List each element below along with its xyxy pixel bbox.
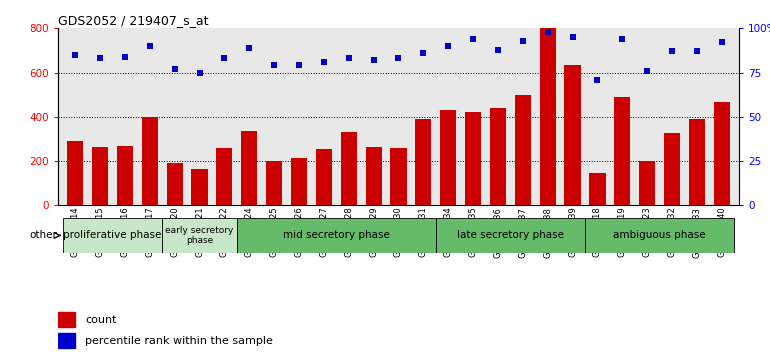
Point [169, 66, 181, 72]
Bar [514, 95, 531, 205]
Bar [714, 102, 730, 205]
Text: other: other [29, 230, 57, 240]
Bar [58, 333, 75, 348]
Point [666, 48, 678, 54]
Point [715, 40, 728, 45]
Text: ambiguous phase: ambiguous phase [613, 230, 706, 240]
Point [417, 50, 430, 56]
Bar [316, 149, 332, 205]
Bar [92, 147, 108, 205]
Bar [585, 218, 735, 253]
Bar [664, 133, 680, 205]
Bar [415, 119, 431, 205]
Text: percentile rank within the sample: percentile rank within the sample [85, 336, 273, 346]
Point [367, 57, 380, 63]
Point [517, 38, 529, 44]
Point [616, 36, 628, 42]
Bar [490, 108, 506, 205]
Text: count: count [85, 315, 116, 325]
Point [492, 47, 504, 52]
Point [193, 70, 206, 75]
Bar [162, 218, 237, 253]
Bar [639, 161, 655, 205]
Bar [117, 145, 133, 205]
Bar [465, 113, 481, 205]
Bar [689, 119, 705, 205]
Point [343, 56, 355, 61]
Bar [241, 131, 257, 205]
Text: early secretory
phase: early secretory phase [166, 226, 234, 245]
Bar [390, 148, 407, 205]
Point [218, 56, 230, 61]
Bar [58, 312, 75, 327]
Point [641, 68, 653, 74]
Bar [366, 147, 382, 205]
Point [94, 56, 106, 61]
Bar [436, 218, 585, 253]
Bar [266, 161, 283, 205]
Bar [67, 141, 83, 205]
Text: late secretory phase: late secretory phase [457, 230, 564, 240]
Point [541, 29, 554, 35]
Bar [614, 97, 631, 205]
Bar [216, 148, 233, 205]
Text: GDS2052 / 219407_s_at: GDS2052 / 219407_s_at [58, 14, 208, 27]
Point [293, 63, 305, 68]
Point [318, 59, 330, 65]
Point [243, 45, 256, 51]
Text: mid secretory phase: mid secretory phase [283, 230, 390, 240]
Point [567, 34, 579, 40]
Point [144, 43, 156, 49]
Point [691, 48, 703, 54]
Point [393, 56, 405, 61]
Bar [237, 218, 436, 253]
Bar [540, 28, 556, 205]
Point [467, 36, 479, 42]
Point [442, 43, 454, 49]
Bar [440, 110, 457, 205]
Bar [291, 158, 307, 205]
Point [119, 54, 131, 59]
Bar [166, 163, 182, 205]
Bar [192, 169, 208, 205]
Bar [62, 218, 162, 253]
Text: proliferative phase: proliferative phase [63, 230, 162, 240]
Bar [564, 65, 581, 205]
Point [69, 52, 82, 58]
Bar [589, 173, 605, 205]
Point [268, 63, 280, 68]
Point [591, 77, 604, 82]
Bar [142, 117, 158, 205]
Bar [340, 132, 357, 205]
